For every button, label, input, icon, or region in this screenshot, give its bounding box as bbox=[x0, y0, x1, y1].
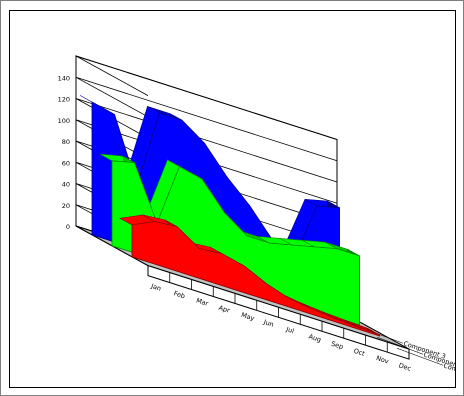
y-tick-label: 0 bbox=[66, 223, 70, 231]
series-component-1: Component 1 bbox=[119, 214, 455, 383]
gridline bbox=[75, 98, 338, 183]
x-axis-ticks: Jan Feb Mar Apr May Jun Jul Aug Sep Oct Nov Dec bbox=[149, 282, 412, 373]
y-tick-label: 100 bbox=[58, 117, 70, 125]
gridline bbox=[75, 55, 338, 140]
x-tick-label: May bbox=[240, 311, 255, 323]
x-tick-label: Dec bbox=[398, 361, 413, 373]
series-component-2: Component 2 bbox=[99, 153, 455, 372]
y-axis-ticks: 0 20 40 60 80 100 120 140 bbox=[58, 74, 70, 231]
x-tick-label: Sep bbox=[330, 340, 344, 351]
x-tick-label: Feb bbox=[173, 289, 186, 300]
x-tick-label: Oct bbox=[353, 347, 367, 358]
x-tick-label: Jun bbox=[262, 318, 275, 329]
x-tick-label: Aug bbox=[308, 332, 323, 344]
x-tick-label: Mar bbox=[195, 296, 209, 307]
y-tick-label: 40 bbox=[62, 181, 70, 189]
x-tick-label: Apr bbox=[218, 304, 231, 315]
x-tick-label: Jul bbox=[284, 325, 295, 335]
ribbon-face bbox=[131, 221, 380, 337]
gridline bbox=[75, 76, 338, 162]
series-label-tick bbox=[376, 336, 424, 355]
x-tick-label: Nov bbox=[375, 354, 390, 366]
y-tick-label: 140 bbox=[58, 74, 70, 82]
y-tick-label: 120 bbox=[58, 96, 70, 104]
ribbon-face bbox=[111, 160, 360, 326]
x-tick-label: Jan bbox=[149, 282, 162, 293]
y-tick-label: 20 bbox=[62, 202, 70, 210]
y-tick-label: 80 bbox=[62, 138, 70, 146]
series-label-tick bbox=[396, 347, 444, 366]
series-label: Component 1 bbox=[442, 362, 455, 383]
y-tick-label: 60 bbox=[62, 159, 70, 167]
